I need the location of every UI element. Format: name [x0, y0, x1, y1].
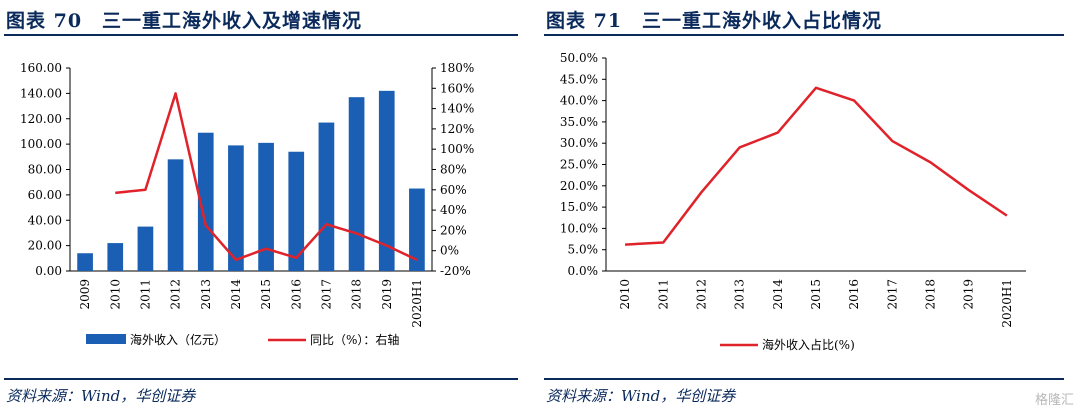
- right-y-tick-label: 180%: [440, 61, 474, 75]
- x-tick-label: 2010: [108, 279, 122, 310]
- left-figure-panel: 图表 70 三一重工海外收入及增速情况 0.00 20.00 40.00 60.00 8…: [0, 0, 530, 412]
- right-title-rule: [544, 34, 1064, 36]
- bar-2010: [107, 243, 124, 271]
- bar-2012: [167, 159, 184, 271]
- x-tick-label: 2015: [809, 279, 823, 310]
- y-tick-label: 15.0%: [560, 200, 598, 214]
- left-y-tick-label: 160.00: [20, 61, 62, 75]
- left-y-tick-label: 120.00: [20, 112, 62, 126]
- x-tick-label: 2020H1: [1000, 279, 1014, 328]
- y-tick-label: 5.0%: [568, 243, 599, 257]
- left-y-tick-label: 60.00: [28, 188, 62, 202]
- left-y-tick-label: 80.00: [28, 163, 62, 177]
- x-tick-label: 2012: [169, 279, 183, 310]
- right-chart-svg: 0.0% 5.0% 10.0% 15.0% 20.0% 25.0% 30.0% 35.0% 40…: [560, 51, 1026, 352]
- x-tick-label: 2015: [259, 279, 273, 310]
- left-y-tick-label: 0.00: [35, 264, 62, 278]
- right-y-tick-label: 0%: [440, 244, 459, 258]
- y-tick-label: 20.0%: [560, 179, 598, 193]
- right-y-tick-label: 40%: [440, 203, 467, 217]
- bar-2018: [348, 97, 365, 272]
- x-tick-label: 2019: [380, 279, 394, 310]
- y-tick-label: 10.0%: [560, 221, 598, 235]
- legend-bar-label: 海外收入（亿元）: [130, 332, 226, 347]
- x-tick-label: 2010: [618, 279, 632, 310]
- left-source-rule: [4, 378, 518, 380]
- x-tick-label: 2009: [78, 279, 92, 310]
- right-y-tick-label: 60%: [440, 183, 467, 197]
- y-tick-label: 45.0%: [560, 72, 598, 86]
- right-y-tick-label: 160%: [440, 81, 474, 95]
- legend-bar-swatch: [86, 334, 126, 344]
- x-tick-label: 2019: [962, 279, 976, 310]
- right-y-tick-label: -20%: [440, 264, 471, 278]
- x-tick-label: 2014: [771, 279, 785, 310]
- x-tick-label: 2017: [885, 279, 899, 310]
- bar-2014: [228, 145, 244, 271]
- right-source-rule: [544, 378, 1064, 380]
- watermark-logo: 格隆汇: [1034, 393, 1074, 408]
- legend-line-label: 同比（%）：右轴: [310, 332, 399, 347]
- y-tick-label: 35.0%: [560, 115, 598, 129]
- y-tick-label: 30.0%: [560, 136, 598, 150]
- x-tick-label: 2013: [733, 279, 747, 310]
- left-source-note: 资料来源：Wind，华创证券: [6, 387, 196, 405]
- legend-line-label: 海外收入占比(%): [762, 337, 855, 352]
- right-y-tick-label: 140%: [440, 102, 474, 116]
- bar-2009: [77, 253, 93, 271]
- x-tick-label: 2016: [289, 279, 303, 310]
- x-tick-label: 2012: [694, 279, 708, 310]
- x-tick-label: 2011: [656, 279, 670, 310]
- x-tick-label: 2020H1: [410, 279, 424, 328]
- bar-2020H1: [409, 188, 425, 271]
- left-y-tick-label: 20.00: [28, 239, 62, 253]
- left-y-tick-label: 100.00: [20, 137, 62, 151]
- x-tick-label: 2017: [319, 279, 333, 310]
- y-tick-label: 0.0%: [568, 264, 599, 278]
- right-y-tick-label: 20%: [440, 223, 467, 237]
- bar-2016: [288, 151, 305, 271]
- right-figure-panel: 图表 71 三一重工海外收入占比情况 0.0% 5.0% 10.0% 15.0% 20.…: [540, 0, 1080, 412]
- left-y-tick-label: 40.00: [28, 213, 62, 227]
- y-tick-label: 25.0%: [560, 158, 598, 172]
- left-title-rule: [4, 34, 518, 36]
- y-tick-label: 50.0%: [560, 51, 598, 65]
- left-y-tick-label: 140.00: [20, 86, 62, 100]
- overseas-share-line: [625, 86, 1008, 246]
- x-tick-label: 2013: [199, 279, 213, 310]
- right-y-tick-label: 80%: [440, 163, 467, 177]
- bar-2011: [137, 226, 154, 271]
- x-tick-label: 2018: [350, 279, 364, 310]
- x-tick-label: 2018: [924, 279, 938, 310]
- bar-2015: [258, 142, 274, 271]
- left-figure-title: 图表 70 三一重工海外收入及增速情况: [6, 10, 363, 32]
- bar-2013: [197, 132, 214, 271]
- right-source-note: 资料来源：Wind，华创证券: [546, 387, 736, 405]
- x-tick-label: 2014: [229, 279, 243, 310]
- left-chart-svg: 0.00 20.00 40.00 60.00 80.00 100.00 120.00 140.…: [20, 61, 474, 347]
- yoy-growth-line: [115, 92, 418, 262]
- right-y-tick-label: 100%: [440, 142, 474, 156]
- y-tick-label: 40.0%: [560, 94, 598, 108]
- right-figure-title: 图表 71 三一重工海外收入占比情况: [546, 10, 883, 32]
- right-y-tick-label: 120%: [440, 122, 474, 136]
- x-tick-label: 2016: [847, 279, 861, 310]
- x-tick-label: 2011: [138, 279, 152, 310]
- bar-2017: [318, 122, 335, 272]
- bar-2019: [378, 90, 395, 272]
